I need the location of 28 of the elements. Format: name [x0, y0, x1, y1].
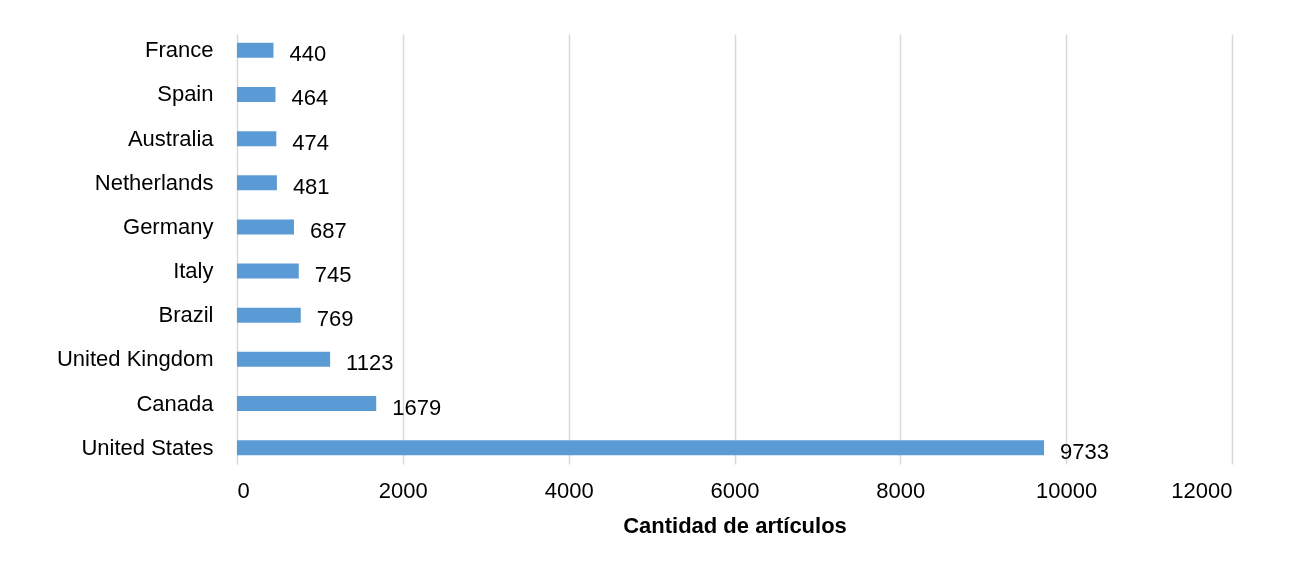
y-tick-label: Netherlands: [94, 169, 214, 195]
y-tick-label: Canada: [136, 390, 215, 416]
y-tick-label: Brazil: [158, 302, 214, 328]
x-axis-title: Cantidad de artículos: [623, 512, 847, 538]
x-tick-label: 2000: [378, 477, 428, 503]
data-label: 745: [314, 262, 352, 288]
data-label: 1123: [346, 350, 394, 376]
data-label: 440: [289, 41, 327, 67]
y-tick-label: United States: [81, 434, 214, 460]
data-label: 1679: [392, 394, 442, 420]
x-tick-label: 6000: [710, 477, 760, 503]
y-tick-label: Germany: [123, 213, 214, 239]
data-label: 464: [291, 85, 329, 111]
data-label: 474: [292, 129, 330, 155]
y-tick-label: Italy: [173, 258, 214, 284]
y-tick-label: Australia: [127, 125, 215, 151]
y-tick-label: Spain: [157, 81, 214, 107]
data-label: 687: [309, 217, 347, 243]
x-tick-label: 12000: [1171, 477, 1233, 503]
x-tick-label: 10000: [1036, 477, 1098, 503]
x-tick-label: 4000: [544, 477, 594, 503]
data-label: 481: [292, 173, 330, 199]
x-tick-label: 0: [237, 477, 250, 503]
data-label: 769: [316, 306, 354, 332]
y-tick-label: France: [145, 37, 214, 63]
y-tick-label: United Kingdom: [56, 346, 214, 372]
data-label: 9733: [1060, 438, 1109, 464]
x-tick-label: 8000: [876, 477, 926, 503]
